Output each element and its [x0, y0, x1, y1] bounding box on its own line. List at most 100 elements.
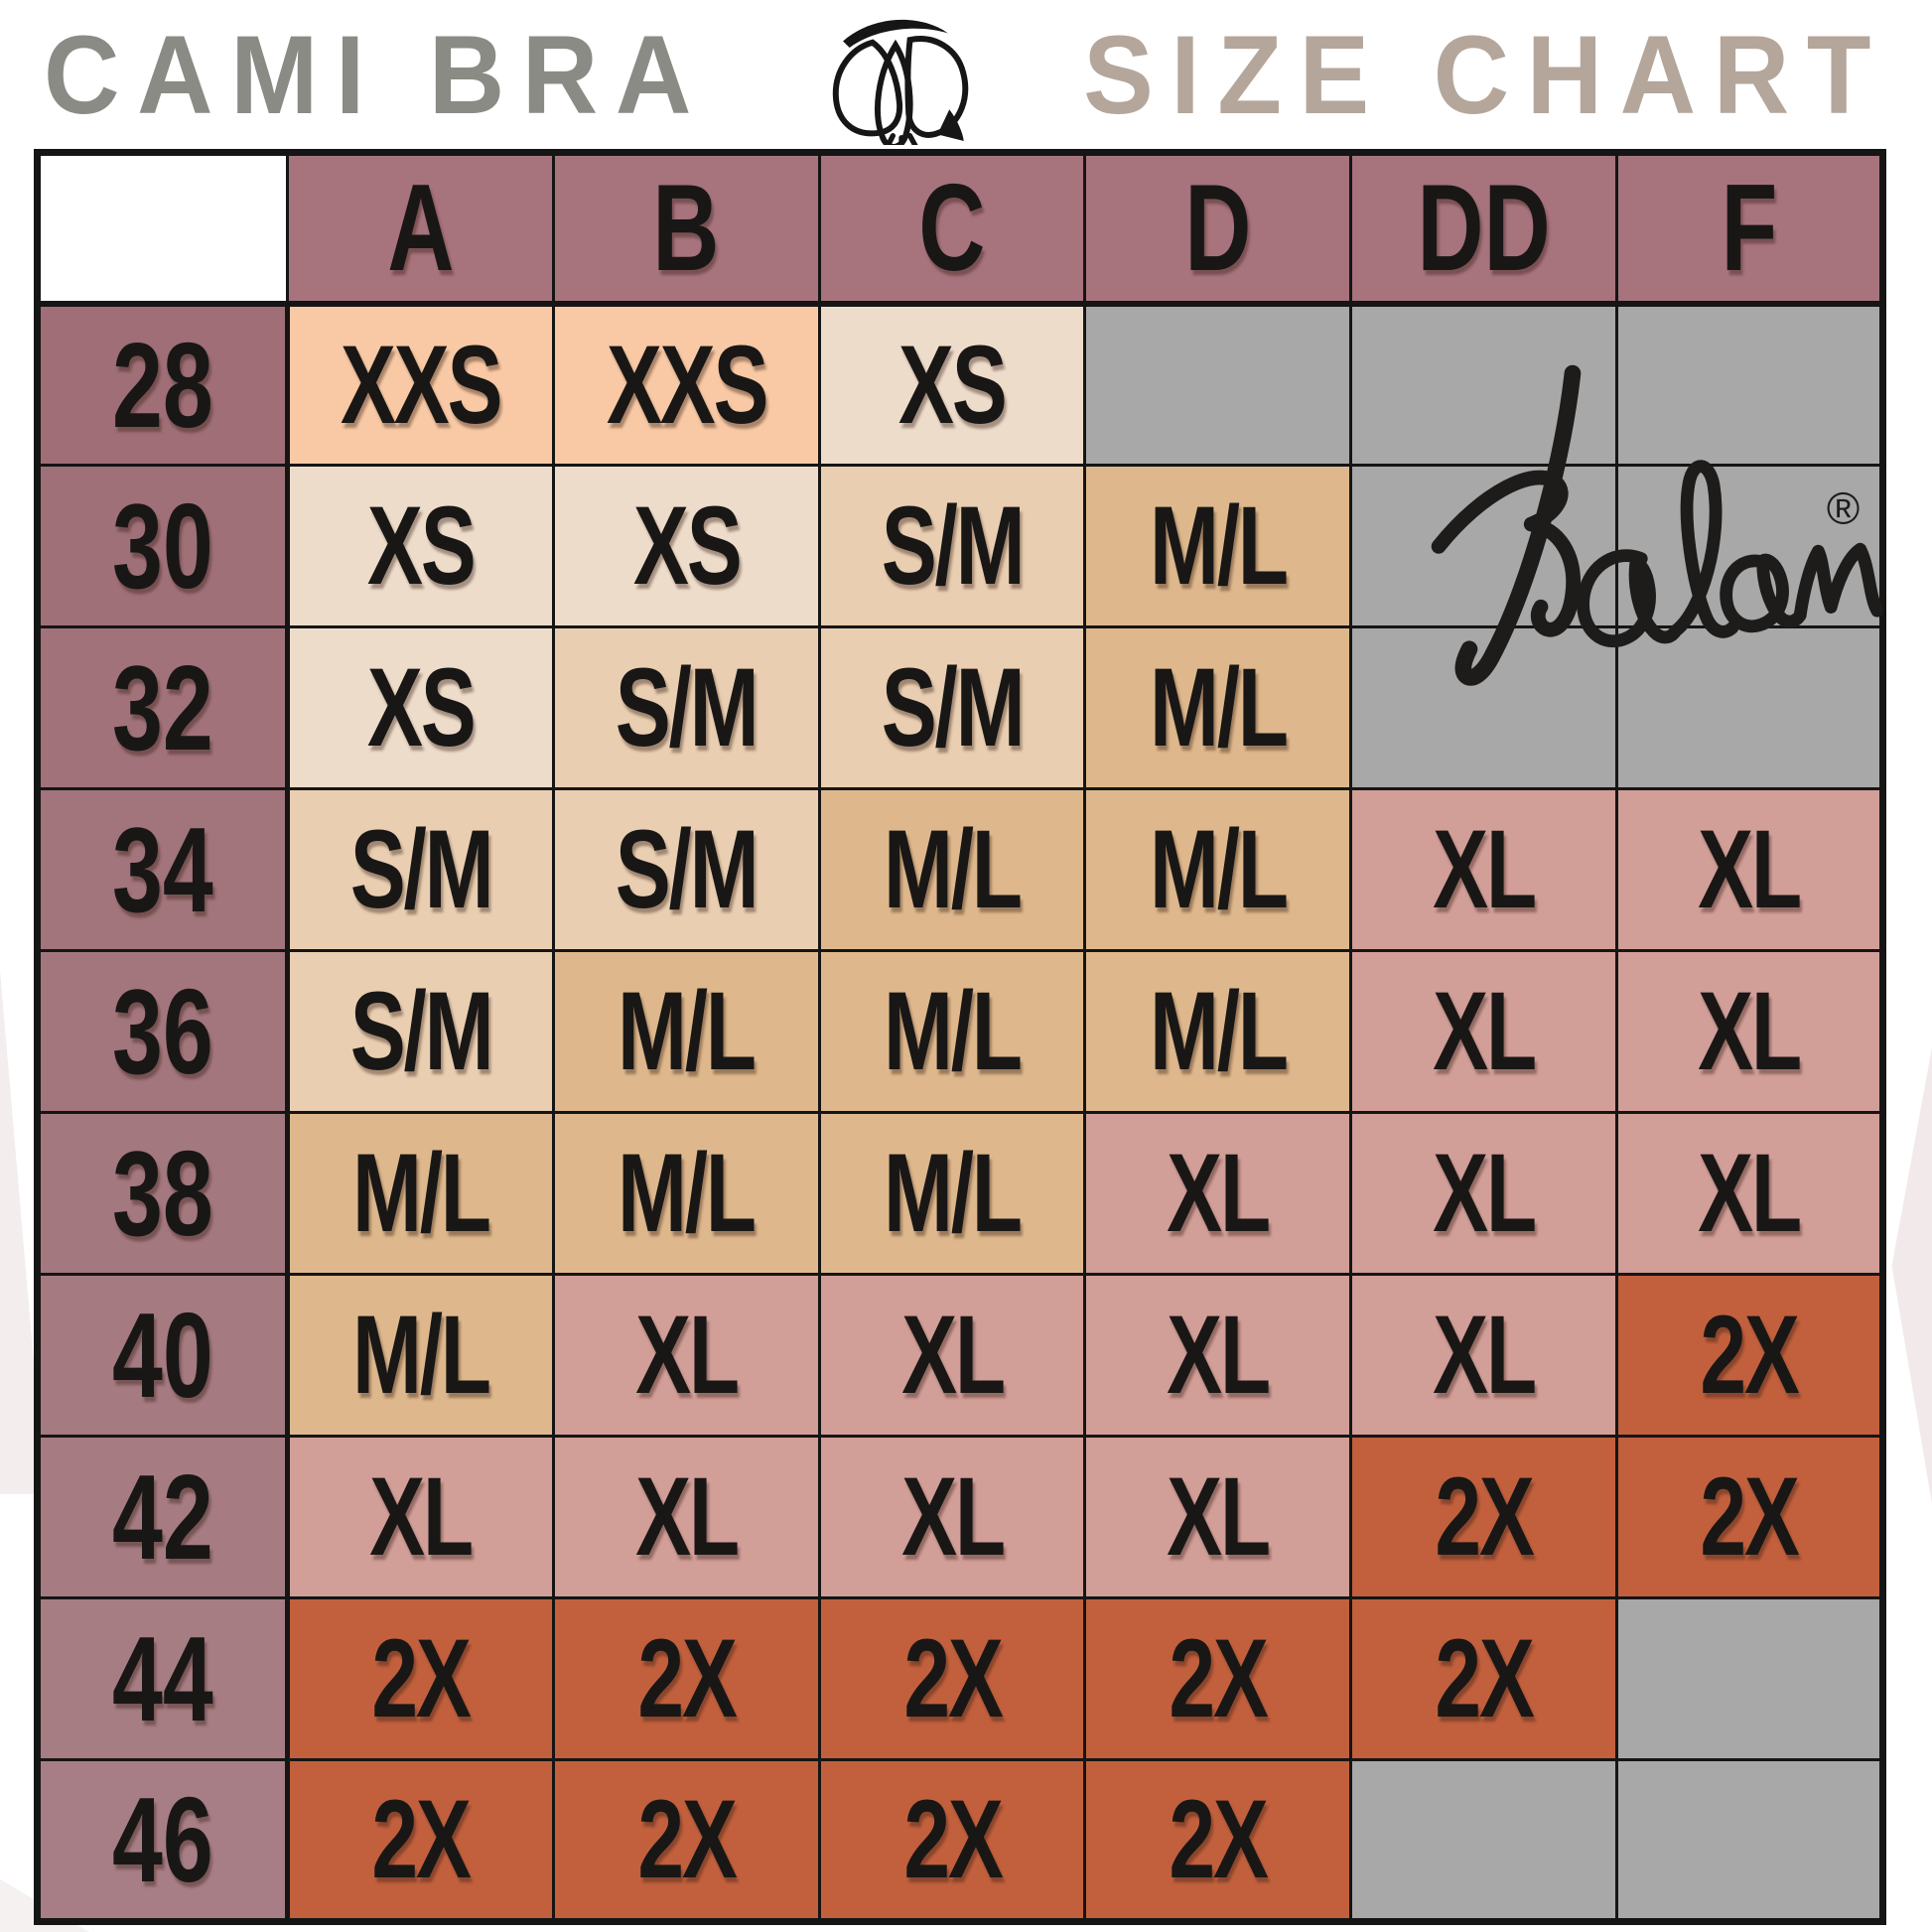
corner-cell	[36, 151, 289, 307]
title-cami-bra: CAMI BRA	[44, 13, 709, 138]
empty-cell	[1615, 302, 1884, 467]
size-cell: S/M	[551, 625, 821, 790]
table-row: 40 M/L XL XL XL XL 2X	[36, 1273, 1884, 1438]
size-cell: 2X	[1349, 1596, 1619, 1761]
size-cell-label: XL	[1698, 807, 1802, 931]
size-cell-label: XXS	[606, 322, 769, 447]
size-cell-label: S/M	[349, 807, 494, 931]
size-cell: XL	[1349, 787, 1619, 952]
size-cell-label: M/L	[351, 1293, 491, 1417]
size-cell: XS	[551, 464, 821, 628]
size-cell: XL	[1615, 787, 1884, 952]
size-cell-label: M/L	[884, 1131, 1023, 1255]
column-header-DD: DD	[1349, 151, 1619, 307]
size-cell-label: S/M	[349, 969, 494, 1093]
size-cell-label: 2X	[637, 1616, 738, 1740]
table-row: 30 XS XS S/M M/L	[36, 464, 1884, 628]
column-header-F: F	[1615, 151, 1884, 307]
watermark-left	[0, 970, 34, 1494]
size-cell-label: XL	[1167, 1131, 1271, 1255]
row-header-label: 44	[112, 1611, 213, 1746]
table-row: 38 M/L M/L M/L XL XL XL	[36, 1111, 1884, 1276]
row-header-label: 42	[112, 1449, 213, 1585]
size-cell: XL	[817, 1273, 1087, 1438]
size-cell: XS	[286, 464, 555, 628]
size-cell-label: 2X	[902, 1777, 1004, 1901]
size-cell: M/L	[1083, 949, 1353, 1114]
row-header-label: 34	[112, 802, 213, 937]
size-cell: 2X	[286, 1758, 555, 1923]
size-cell: 2X	[551, 1596, 821, 1761]
row-header-30: 30	[36, 464, 290, 628]
size-cell-label: S/M	[881, 645, 1026, 769]
row-header-38: 38	[36, 1111, 290, 1276]
size-cell: M/L	[551, 1111, 821, 1276]
empty-cell	[1615, 1596, 1884, 1761]
size-cell-label: M/L	[1149, 969, 1289, 1093]
size-cell-label: XS	[632, 483, 742, 608]
size-cell: M/L	[1083, 787, 1353, 952]
column-header-label: F	[1721, 159, 1777, 297]
size-cell-label: M/L	[618, 969, 757, 1093]
size-cell: 2X	[817, 1596, 1087, 1761]
size-cell-label: M/L	[884, 807, 1023, 931]
row-header-40: 40	[36, 1273, 290, 1438]
size-cell: XL	[1349, 1273, 1619, 1438]
column-header-C: C	[817, 151, 1087, 307]
row-header-label: 32	[112, 640, 213, 775]
empty-cell	[1349, 625, 1619, 790]
size-chart-table: A B C D DD F 28 XXS XXS XS 30 XS XS S/M M/L 32 XS S/M S/M M…	[34, 149, 1886, 1925]
size-cell: 2X	[286, 1596, 555, 1761]
size-cell: XL	[817, 1435, 1087, 1599]
empty-cell	[1349, 302, 1619, 467]
size-cell: M/L	[817, 949, 1087, 1114]
row-header-32: 32	[36, 625, 290, 790]
row-header-label: 38	[112, 1126, 213, 1261]
column-header-A: A	[286, 151, 555, 307]
size-cell: 2X	[1083, 1596, 1353, 1761]
size-cell-label: 2X	[637, 1777, 738, 1901]
empty-cell	[1615, 1758, 1884, 1923]
size-cell: S/M	[817, 625, 1087, 790]
size-cell: M/L	[817, 1111, 1087, 1276]
size-cell-label: 2X	[902, 1616, 1004, 1740]
size-cell: XL	[1083, 1273, 1353, 1438]
row-header-42: 42	[36, 1435, 290, 1599]
size-cell-label: XS	[898, 322, 1008, 447]
size-cell-label: 2X	[1435, 1454, 1536, 1579]
table-row: 46 2X 2X 2X 2X	[36, 1758, 1884, 1923]
size-cell-label: XS	[367, 645, 477, 769]
column-header-label: A	[386, 159, 454, 297]
size-cell: XL	[1349, 949, 1619, 1114]
row-header-label: 36	[112, 964, 213, 1099]
column-header-label: D	[1184, 159, 1252, 297]
empty-cell	[1349, 1758, 1619, 1923]
row-header-46: 46	[36, 1758, 290, 1923]
size-cell: 2X	[817, 1758, 1087, 1923]
size-cell: XL	[286, 1435, 555, 1599]
size-cell-label: 2X	[371, 1616, 473, 1740]
size-cell-label: XL	[1167, 1293, 1271, 1417]
table-row: 28 XXS XXS XS	[36, 302, 1884, 467]
size-cell-label: 2X	[1435, 1616, 1536, 1740]
size-cell: 2X	[1349, 1435, 1619, 1599]
column-header-label: B	[652, 159, 720, 297]
size-cell: S/M	[286, 949, 555, 1114]
size-cell-label: XL	[1433, 1293, 1537, 1417]
size-cell: XL	[1349, 1111, 1619, 1276]
empty-cell	[1349, 464, 1619, 628]
size-cell-label: XL	[1433, 807, 1537, 931]
empty-cell	[1615, 464, 1884, 628]
size-cell-label: XL	[1167, 1454, 1271, 1579]
size-cell-label: M/L	[1149, 645, 1289, 769]
empty-cell	[1083, 302, 1353, 467]
size-cell-label: 2X	[1169, 1616, 1270, 1740]
size-cell: 2X	[551, 1758, 821, 1923]
size-cell-label: 2X	[1169, 1777, 1270, 1901]
empty-cell	[1615, 625, 1884, 790]
size-cell-label: M/L	[1149, 483, 1289, 608]
size-cell-label: XS	[367, 483, 477, 608]
size-cell-label: 2X	[1700, 1293, 1800, 1417]
header-row: A B C D DD F	[36, 151, 1884, 307]
column-header-D: D	[1083, 151, 1353, 307]
